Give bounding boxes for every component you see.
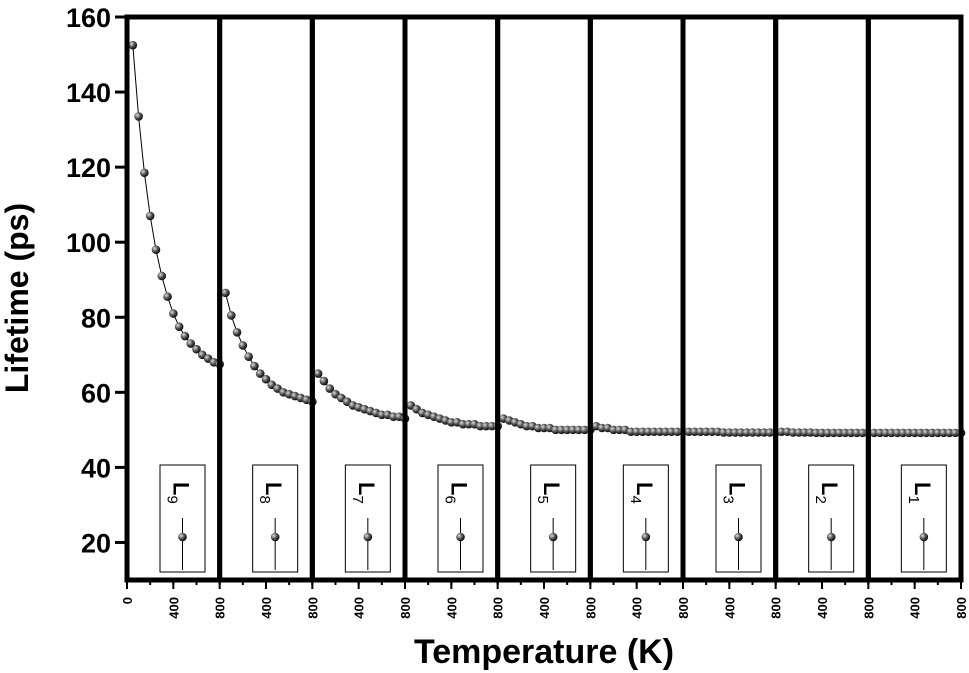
x-tick-label: 400 — [908, 597, 923, 619]
legend-label: L7 — [349, 482, 379, 504]
data-point — [157, 271, 167, 281]
data-point — [128, 40, 138, 50]
data-point — [255, 369, 265, 378]
y-tick-label: 60 — [81, 378, 111, 408]
x-axis-label: Temperature (K) — [414, 633, 674, 671]
x-tick-label: 800 — [491, 597, 506, 619]
y-tick-label: 160 — [66, 3, 111, 33]
x-tick-label: 800 — [305, 597, 320, 619]
data-point — [261, 374, 271, 384]
data-point — [134, 112, 143, 121]
data-point — [186, 339, 196, 348]
legend-label: L3 — [720, 482, 750, 504]
data-point — [180, 331, 190, 341]
legend-label: L1 — [905, 482, 935, 504]
y-tick-label: 140 — [66, 78, 111, 108]
legend-label: L8 — [256, 482, 286, 504]
legend-marker — [641, 532, 651, 542]
data-point — [238, 341, 248, 350]
x-tick-label: 400 — [537, 597, 552, 619]
data-point — [325, 384, 335, 393]
data-point — [232, 327, 242, 337]
y-tick-label: 80 — [81, 303, 111, 333]
x-tick-label: 400 — [352, 597, 367, 619]
panel-frame — [865, 14, 964, 583]
data-point — [250, 361, 259, 371]
y-tick-label: 100 — [66, 228, 111, 258]
x-tick-label: 800 — [954, 597, 969, 619]
y-tick-label: 120 — [66, 153, 111, 183]
x-tick-label: 0 — [120, 597, 135, 604]
legend-label: L6 — [442, 482, 472, 504]
x-tick-label: 800 — [676, 597, 691, 619]
legend-marker — [363, 532, 373, 542]
legend-marker — [919, 532, 929, 542]
data-point — [192, 344, 201, 354]
y-tick-label: 20 — [81, 528, 111, 558]
x-tick-label: 400 — [259, 597, 274, 619]
legend-marker — [178, 532, 187, 542]
data-point — [169, 309, 178, 318]
x-tick-label: 800 — [583, 597, 598, 619]
legend-marker — [548, 532, 558, 542]
data-point — [151, 245, 161, 255]
x-tick-label: 400 — [815, 597, 830, 619]
data-point — [140, 168, 149, 178]
data-point — [174, 322, 184, 331]
data-point — [145, 211, 155, 221]
legend-label: L9 — [164, 482, 194, 504]
data-point — [221, 288, 230, 298]
legend-marker — [826, 532, 836, 542]
data-point — [244, 352, 253, 361]
legend-marker — [456, 532, 465, 542]
data-point — [163, 292, 172, 301]
y-tick-label: 40 — [81, 453, 111, 483]
legend-label: L2 — [812, 482, 842, 504]
x-tick-label: 400 — [444, 597, 459, 619]
x-tick-label: 400 — [722, 597, 737, 619]
data-point — [226, 311, 236, 320]
data-point — [313, 369, 323, 378]
legend-marker — [270, 532, 280, 542]
data-point — [319, 376, 329, 386]
x-tick-label: 800 — [213, 597, 228, 619]
legend-marker — [734, 532, 743, 542]
x-tick-label: 400 — [630, 597, 645, 619]
legend-label: L4 — [627, 482, 657, 504]
x-tick-label: 400 — [166, 597, 181, 619]
x-tick-label: 800 — [861, 597, 876, 619]
legend-label: L5 — [534, 482, 564, 504]
y-axis-label: Lifetime (ps) — [0, 203, 35, 393]
x-tick-label: 800 — [398, 597, 413, 619]
x-tick-label: 800 — [769, 597, 784, 619]
